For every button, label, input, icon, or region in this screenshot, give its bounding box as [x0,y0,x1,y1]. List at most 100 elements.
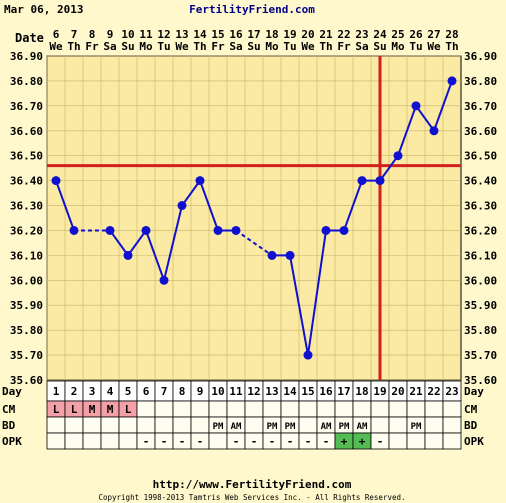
bd-cell [100,416,120,434]
temp-point [303,350,313,360]
y-tick-label-left: 36.50 [10,150,43,163]
y-tick-label-left: 35.70 [10,349,43,362]
date-label: 12 [157,28,170,41]
y-tick-label-left: 35.90 [10,299,43,312]
y-tick-label-right: 36.90 [464,50,497,63]
opk-cell [82,432,102,450]
day-value: 19 [373,385,386,398]
date-label: 11 [139,28,153,41]
day-value: 4 [107,385,114,398]
day-value: 1 [53,385,60,398]
cm-cell [262,400,282,418]
y-tick-label-left: 36.60 [10,125,43,138]
temp-point [321,225,331,235]
bd-cell [154,416,174,434]
cm-cell [190,400,210,418]
cm-cell [136,400,156,418]
bd-value: AM [231,422,242,432]
y-tick-label-left: 36.40 [10,175,43,188]
y-tick-label-left: 36.70 [10,100,43,113]
opk-cell [208,432,228,450]
weekday-label: Th [67,40,80,53]
temp-line-segment [199,180,219,231]
footer-url[interactable]: http://www.FertilityFriend.com [153,478,352,491]
bd-value: PM [339,422,350,432]
cm-cell [280,400,300,418]
header-site[interactable]: FertilityFriend.com [189,3,315,16]
opk-cell [424,432,444,450]
cm-cell [316,400,336,418]
row-label-day-right: Day [464,385,484,398]
date-label: 24 [373,28,387,41]
opk-cell [64,432,84,450]
weekday-label: Th [193,40,206,53]
date-label: 10 [121,28,134,41]
y-tick-label-right: 35.70 [464,349,497,362]
opk-value: - [197,435,204,448]
day-value: 21 [409,385,423,398]
date-label: 8 [89,28,96,41]
day-value: 10 [211,385,224,398]
temp-line-segment [343,180,363,231]
bd-cell [370,416,390,434]
y-tick-label-right: 36.30 [464,200,497,213]
date-label: 21 [319,28,333,41]
temp-point [141,225,151,235]
bd-cell [442,416,462,434]
row-label-bd-right: BD [464,419,478,432]
cm-value: L [53,403,60,416]
weekday-label: Mo [265,40,279,53]
temp-point [267,250,277,260]
cm-cell [424,400,444,418]
bd-cell [118,416,138,434]
temp-point [429,126,439,136]
temp-point [285,250,295,260]
row-label-opk-right: OPK [464,435,484,448]
opk-value: - [269,435,276,448]
opk-value: - [143,435,150,448]
opk-value: - [179,435,186,448]
day-value: 23 [445,385,458,398]
temp-line-segment [55,180,75,231]
temp-line-segment [415,105,435,132]
temp-point [159,275,169,285]
bd-value: AM [321,422,332,432]
weekday-label: Tu [157,40,170,53]
weekday-label: Fr [337,40,351,53]
temp-line-segment [127,229,147,256]
date-label: 17 [247,28,260,41]
date-label: 9 [107,28,114,41]
y-tick-label-left: 35.60 [10,374,43,387]
weekday-label: Fr [211,40,225,53]
cm-value: M [107,403,114,416]
day-value: 17 [337,385,350,398]
opk-value: - [287,435,294,448]
opk-value: - [161,435,168,448]
temp-point [411,101,421,111]
opk-cell [100,432,120,450]
temp-line-segment [109,229,129,256]
bd-cell [298,416,318,434]
day-value: 12 [247,385,260,398]
opk-value: - [305,435,312,448]
row-label-day-left: Day [2,385,22,398]
day-value: 2 [71,385,78,398]
temp-point [177,201,187,211]
bd-cell [82,416,102,434]
bd-value: PM [285,422,296,432]
temp-line-segment [163,205,183,281]
weekday-label: Tu [283,40,296,53]
temp-point [447,76,457,86]
opk-value: - [251,435,258,448]
day-value: 5 [125,385,132,398]
cm-cell [226,400,246,418]
temp-point [375,176,385,186]
opk-value: + [359,435,366,448]
temp-point [51,176,61,186]
temp-point [213,225,223,235]
date-label: 13 [175,28,188,41]
temp-line-segment [181,180,201,207]
date-label: 7 [71,28,78,41]
cm-cell [298,400,318,418]
